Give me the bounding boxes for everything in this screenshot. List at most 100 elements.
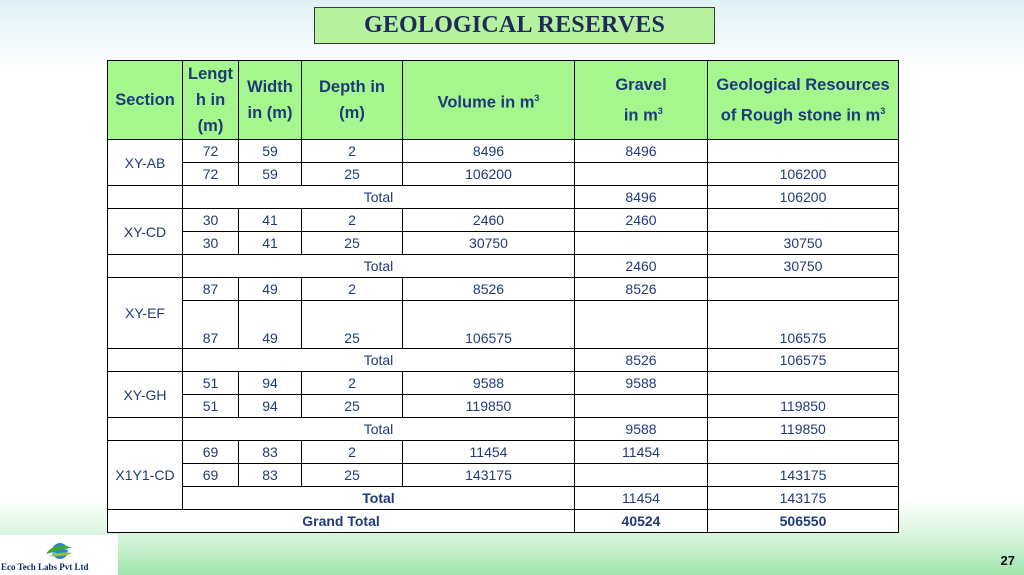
section-name: XY-EF [107, 277, 183, 349]
section-spacer [107, 417, 183, 441]
cell-depth: 25 [301, 463, 403, 487]
table-row: XY-EF 87 49 2 8526 8526 [107, 277, 899, 349]
total-resources: 106575 [707, 348, 899, 372]
cell-volume: 106200 [402, 162, 575, 186]
cell-volume: 8496 [402, 139, 575, 163]
cell-depth: 25 [301, 162, 403, 186]
company-name: Eco Tech Labs Pvt Ltd [1, 562, 89, 572]
total-resources: 106200 [707, 185, 899, 209]
cell-length: 87 [182, 277, 239, 301]
cell-depth: 25 [301, 231, 403, 255]
cell-resources [707, 371, 899, 395]
cell-length: 87 [182, 300, 239, 349]
table-row: 72 59 25 106200 106200 [108, 162, 899, 186]
grand-total-label: Grand Total [107, 509, 575, 533]
total-label: Total [182, 185, 575, 209]
cell-length: 51 [182, 371, 239, 395]
total-row: Total 9588 119850 [107, 417, 899, 441]
total-resources: 119850 [707, 417, 899, 441]
section-name: XY-GH [107, 371, 183, 418]
cell-resources [707, 208, 899, 232]
section-name: XY-CD [107, 208, 183, 255]
total-gravel: 8526 [574, 348, 708, 372]
cell-width: 41 [238, 231, 302, 255]
section-spacer [107, 348, 183, 372]
cell-gravel [574, 463, 708, 487]
cell-depth: 2 [301, 208, 403, 232]
total-label: Total [182, 486, 575, 510]
table-row: X1Y1-CD 69 83 2 11454 11454 [107, 440, 899, 510]
header-volume: Volume in m3 [402, 60, 575, 140]
total-label: Total [182, 254, 575, 278]
section-spacer [107, 254, 183, 278]
total-row: Total 8496 106200 [107, 185, 899, 209]
cell-resources [707, 139, 899, 163]
cell-length: 51 [182, 394, 239, 418]
cell-resources: 106200 [707, 162, 899, 186]
cell-volume: 9588 [402, 371, 575, 395]
cell-volume: 2460 [402, 208, 575, 232]
table-row: 87 49 25 106575 106575 [108, 300, 899, 349]
cell-width: 59 [238, 162, 302, 186]
cell-resources: 106575 [707, 300, 899, 349]
page-number: 27 [1000, 553, 1015, 568]
cell-length: 69 [182, 463, 239, 487]
grand-total-resources: 506550 [707, 509, 899, 533]
cell-resources [707, 440, 899, 464]
section-name: X1Y1-CD [107, 440, 183, 510]
cell-volume: 30750 [402, 231, 575, 255]
total-resources: 143175 [707, 486, 899, 510]
cell-width: 49 [238, 300, 302, 349]
globe-leaf-logo-icon [46, 543, 73, 559]
cell-width: 83 [238, 463, 302, 487]
cell-gravel: 8496 [574, 139, 708, 163]
cell-width: 94 [238, 394, 302, 418]
cell-width: 41 [238, 208, 302, 232]
total-label: Total [182, 417, 575, 441]
section-name: XY-AB [107, 139, 183, 186]
cell-width: 94 [238, 371, 302, 395]
cell-volume: 143175 [402, 463, 575, 487]
total-row: Total 11454 143175 [108, 486, 899, 510]
table-row: XY-AB 72 59 2 8496 8496 [107, 139, 899, 186]
cell-depth: 2 [301, 139, 403, 163]
table-row: 69 83 25 143175 143175 [108, 463, 899, 487]
cell-length: 30 [182, 208, 239, 232]
grand-total-gravel: 40524 [574, 509, 708, 533]
cell-gravel [574, 394, 708, 418]
cell-resources: 119850 [707, 394, 899, 418]
table-row: XY-GH 51 94 2 9588 9588 [107, 371, 899, 418]
cell-depth: 2 [301, 440, 403, 464]
cell-gravel [574, 231, 708, 255]
table-row: 30 41 25 30750 30750 [108, 231, 899, 255]
header-width: Width in (m) [238, 60, 302, 140]
total-gravel: 11454 [574, 486, 708, 510]
cell-gravel: 9588 [574, 371, 708, 395]
header-length: Lengt h in (m) [182, 60, 239, 140]
table-header-row: Section Lengt h in (m) Width in (m) Depth i… [107, 60, 899, 140]
total-row: Total 2460 30750 [107, 254, 899, 278]
cell-length: 30 [182, 231, 239, 255]
cell-length: 72 [182, 162, 239, 186]
company-logo: Eco Tech Labs Pvt Ltd [0, 535, 118, 575]
cell-depth: 25 [301, 300, 403, 349]
header-section: Section [107, 60, 183, 140]
cell-depth: 2 [301, 277, 403, 301]
header-resources: Geological Resources of Rough stone in m3 [707, 60, 899, 140]
cell-width: 83 [238, 440, 302, 464]
cell-volume: 106575 [402, 300, 575, 349]
cell-gravel: 11454 [574, 440, 708, 464]
reserves-table: Section Lengt h in (m) Width in (m) Depth i… [107, 60, 899, 533]
cell-volume: 8526 [402, 277, 575, 301]
section-spacer [107, 185, 183, 209]
cell-resources: 143175 [707, 463, 899, 487]
cell-depth: 25 [301, 394, 403, 418]
cell-volume: 11454 [402, 440, 575, 464]
slide-title-box: GEOLOGICAL RESERVES [314, 7, 715, 44]
total-gravel: 8496 [574, 185, 708, 209]
header-gravel: Gravel in m3 [574, 60, 708, 140]
cell-gravel [574, 300, 708, 349]
slide-title: GEOLOGICAL RESERVES [363, 12, 666, 38]
cell-width: 59 [238, 139, 302, 163]
total-gravel: 9588 [574, 417, 708, 441]
